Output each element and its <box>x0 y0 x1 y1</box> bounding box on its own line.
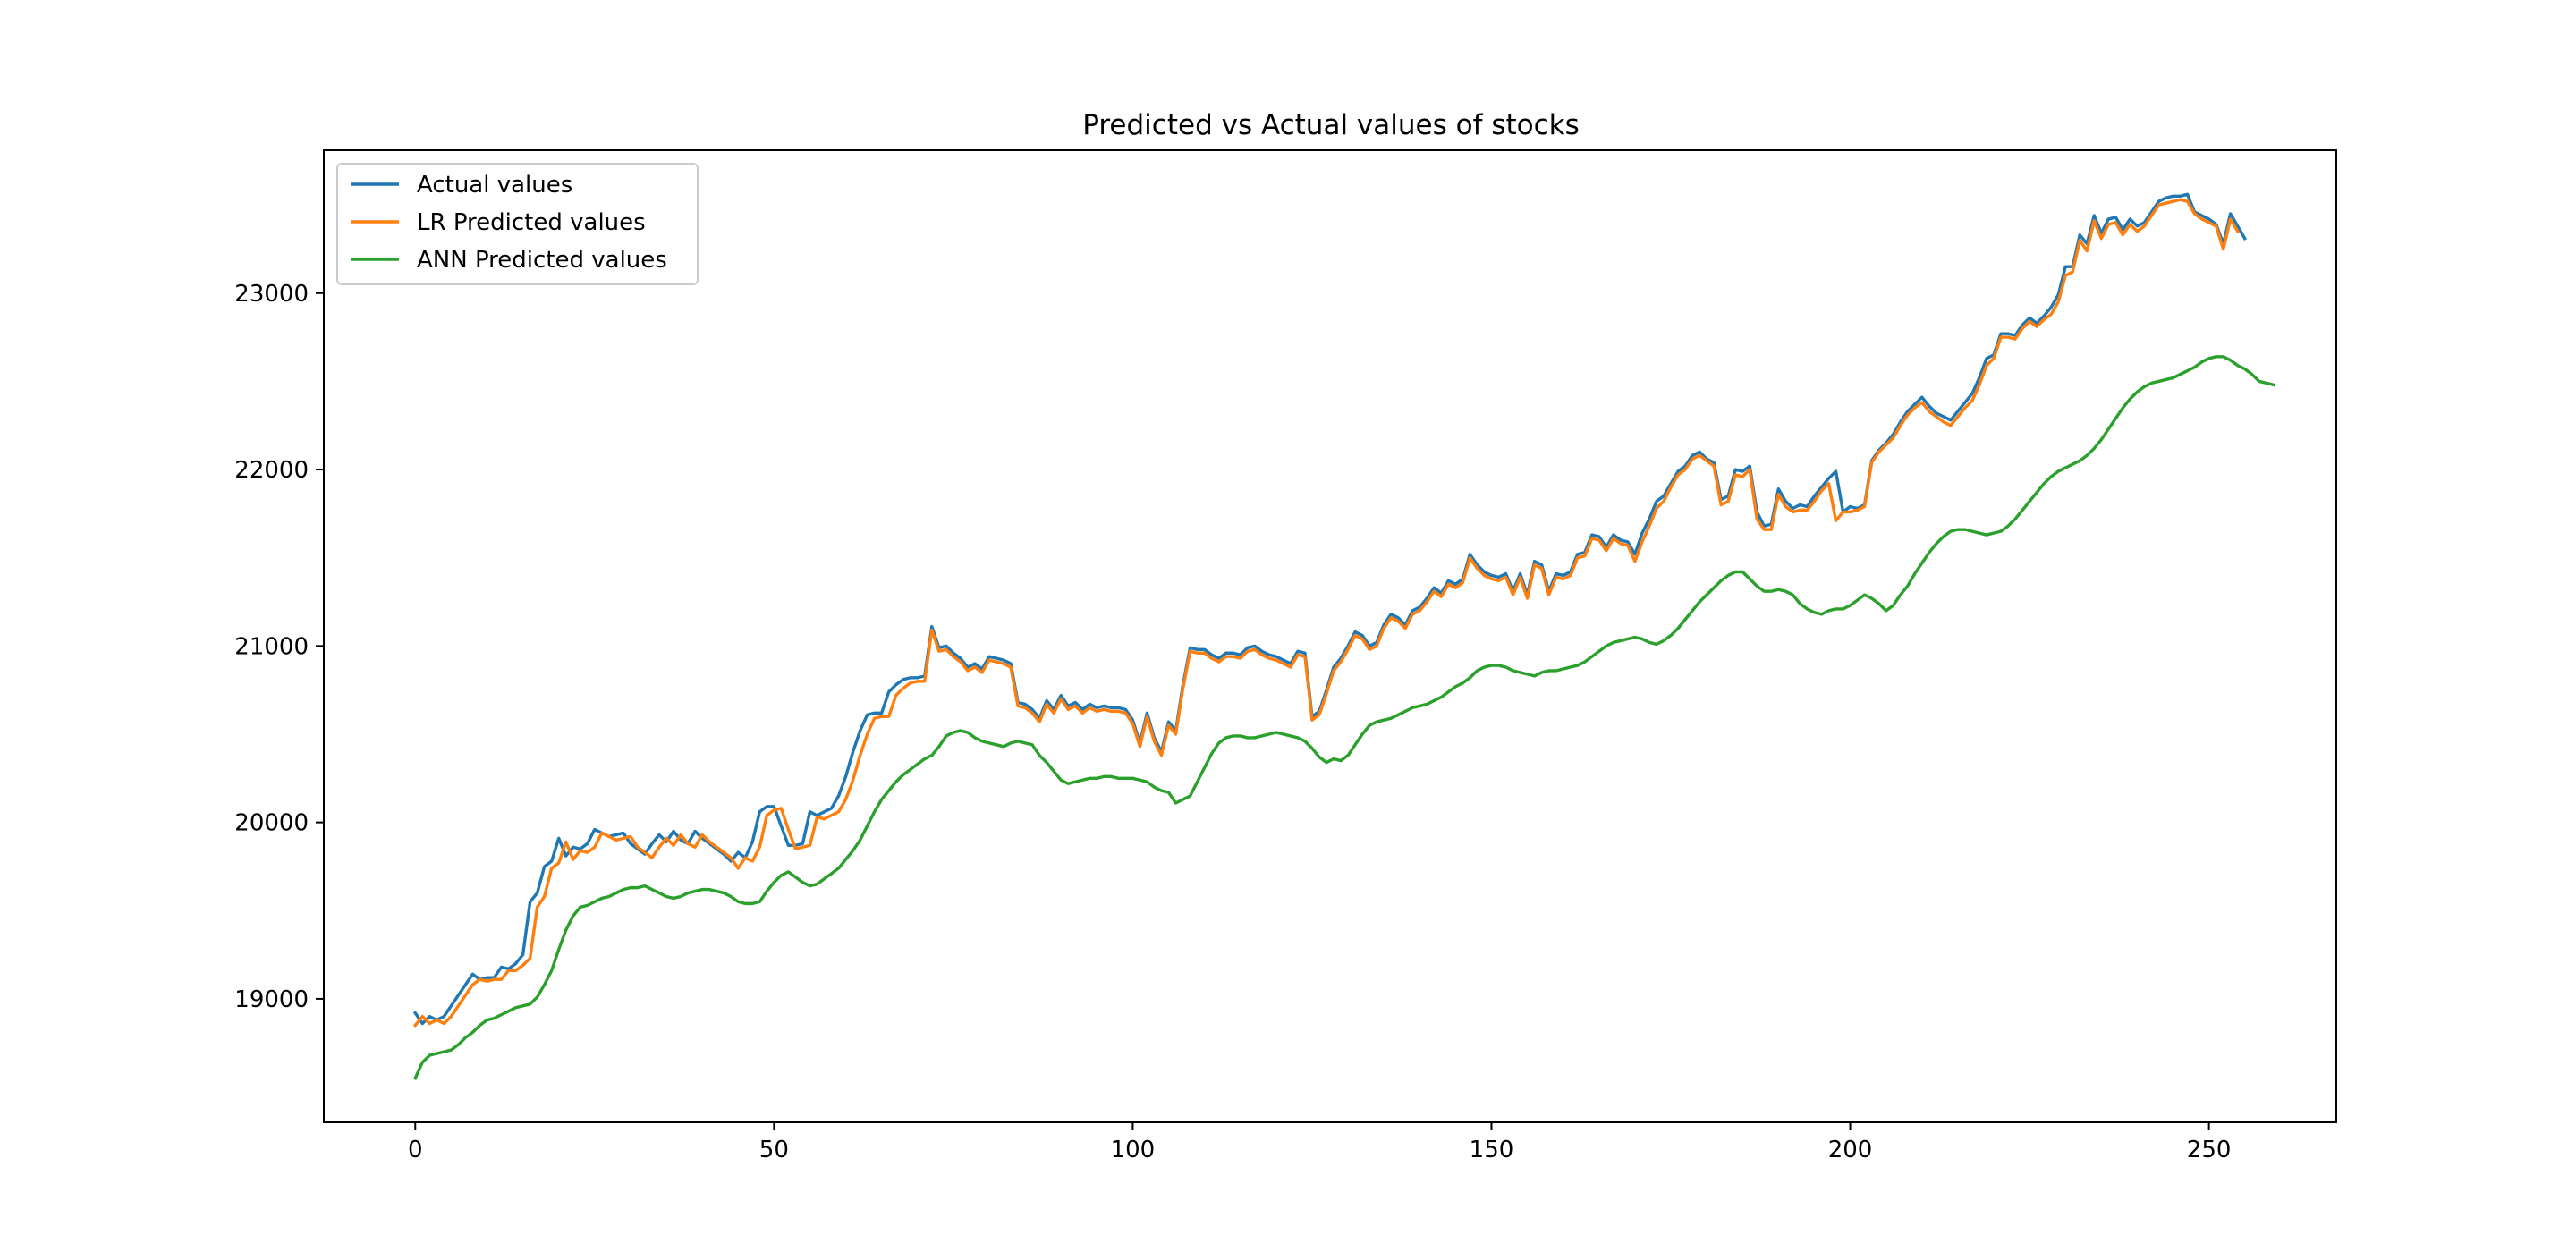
y-axis: 19000 20000 21000 22000 23000 <box>234 281 324 1013</box>
x-tick-label: 150 <box>1470 1137 1514 1163</box>
x-tick-label: 250 <box>2187 1137 2232 1163</box>
plot-area <box>412 192 2275 1080</box>
chart-title: Predicted vs Actual values of stocks <box>1082 109 1580 141</box>
x-axis: 0 50 100 150 200 250 <box>408 1122 2231 1163</box>
legend-box <box>336 163 699 285</box>
legend-label-1: LR Predicted values <box>417 209 646 236</box>
y-tick-label: 19000 <box>234 986 309 1013</box>
legend-label-2: ANN Predicted values <box>417 247 667 274</box>
x-tick-label: 0 <box>408 1137 423 1163</box>
x-tick-label: 100 <box>1111 1137 1156 1163</box>
y-tick-label: 20000 <box>234 810 309 837</box>
plot-frame <box>323 149 2337 1123</box>
y-tick-label: 21000 <box>234 633 309 660</box>
legend-label-0: Actual values <box>417 172 572 199</box>
x-tick-label: 50 <box>759 1137 789 1163</box>
series-line-2 <box>413 355 2275 1080</box>
series-line-1 <box>412 198 2241 1028</box>
y-tick-label: 23000 <box>234 281 309 308</box>
x-tick-label: 200 <box>1828 1137 1873 1163</box>
y-tick-label: 22000 <box>234 457 309 484</box>
legend: Actual values LR Predicted values ANN Pred… <box>336 163 699 285</box>
